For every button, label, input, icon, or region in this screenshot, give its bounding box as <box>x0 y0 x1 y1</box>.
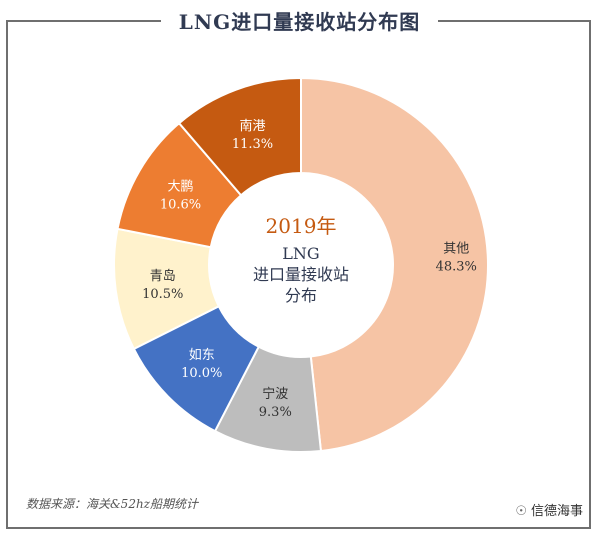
data-source: 数据来源：海关&52hz船期统计 <box>26 497 199 511</box>
slice-label-rudong: 如东 <box>189 347 215 363</box>
slice-nangang <box>177 76 302 197</box>
wechat-icon: ☉ <box>515 504 527 519</box>
center-line3: 分布 <box>285 286 317 305</box>
slice-label-nangang: 南港 <box>240 118 266 134</box>
slice-label-ningbo: 宁波 <box>262 386 288 402</box>
slice-label-qingdao: 青岛 <box>150 268 176 284</box>
slice-value-rudong: 10.0% <box>181 366 222 381</box>
slice-other <box>300 76 489 453</box>
slice-label-dapeng: 大鹏 <box>167 180 193 195</box>
center-year: 2019年 <box>266 214 337 238</box>
slice-label-other: 其他 <box>443 242 469 257</box>
chart-title: LNG进口量接收站分布图 <box>160 6 439 35</box>
slice-value-dapeng: 10.6% <box>160 198 201 213</box>
center-line1: LNG <box>282 244 319 263</box>
slice-value-ningbo: 9.3% <box>259 405 292 420</box>
slice-value-nangang: 11.3% <box>232 137 273 152</box>
slice-value-other: 48.3% <box>436 260 477 275</box>
brand-text: 信德海事 <box>530 504 583 519</box>
center-line2: 进口量接收站 <box>253 265 349 284</box>
brand-mark: ☉ 信德海事 <box>513 500 585 519</box>
slice-value-qingdao: 10.5% <box>142 287 183 302</box>
